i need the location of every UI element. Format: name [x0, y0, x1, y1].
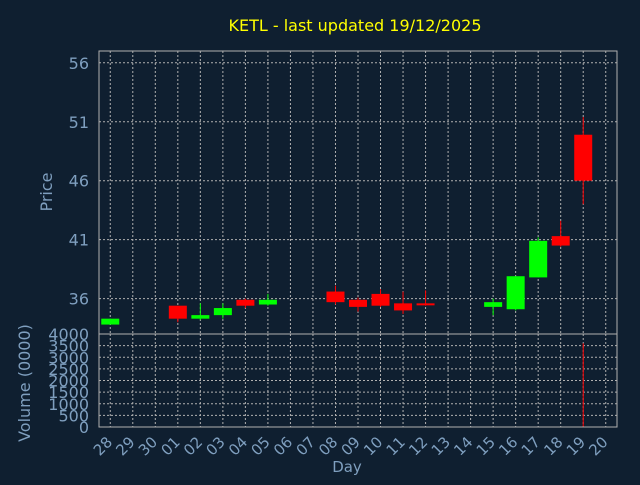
candle-body-16 — [506, 276, 525, 310]
candle-body-10 — [371, 293, 390, 306]
volume-tick-label: 1000 — [48, 395, 89, 414]
price-tick-label: 46 — [69, 172, 89, 191]
candle-body-04 — [236, 299, 255, 306]
candle-body-11 — [394, 303, 413, 311]
price-tick-label: 51 — [69, 113, 89, 132]
volume-tick-label: 3000 — [48, 348, 89, 367]
candle-body-15 — [484, 302, 503, 307]
candle-body-28 — [101, 318, 120, 325]
candle-body-05 — [258, 299, 277, 305]
price-tick-label: 36 — [69, 290, 89, 309]
candle-body-18 — [551, 236, 570, 246]
candle-body-02 — [191, 315, 210, 319]
price-tick-label: 41 — [69, 231, 89, 250]
x-tick-labels: 2829300102030405060708091011121314151617… — [90, 433, 612, 459]
volume-tick-label: 500 — [58, 406, 89, 425]
volume-tick-label: 2500 — [48, 360, 89, 379]
x-axis-label: Day — [332, 458, 362, 476]
candle-body-12 — [416, 303, 435, 306]
candle-body-09 — [349, 299, 367, 307]
volume-tick-label: 0 — [79, 418, 89, 437]
volume-axis-label: Volume (0000) — [15, 324, 34, 442]
candle-body-17 — [529, 240, 548, 278]
volume-frame — [98, 333, 618, 428]
price-axis-label: Price — [37, 172, 56, 211]
chart-title: KETL - last updated 19/12/2025 — [228, 16, 481, 35]
candle-body-03 — [213, 308, 232, 316]
candle-body-19 — [574, 134, 593, 181]
volume-tick-label: 3500 — [48, 337, 89, 356]
price-tick-label: 56 — [69, 54, 89, 73]
candle-body-08 — [326, 291, 345, 303]
volume-tick-label: 4000 — [48, 325, 89, 344]
candle-body-01 — [168, 305, 187, 319]
volume-tick-label: 1500 — [48, 383, 89, 402]
volume-tick-label: 2000 — [48, 372, 89, 391]
